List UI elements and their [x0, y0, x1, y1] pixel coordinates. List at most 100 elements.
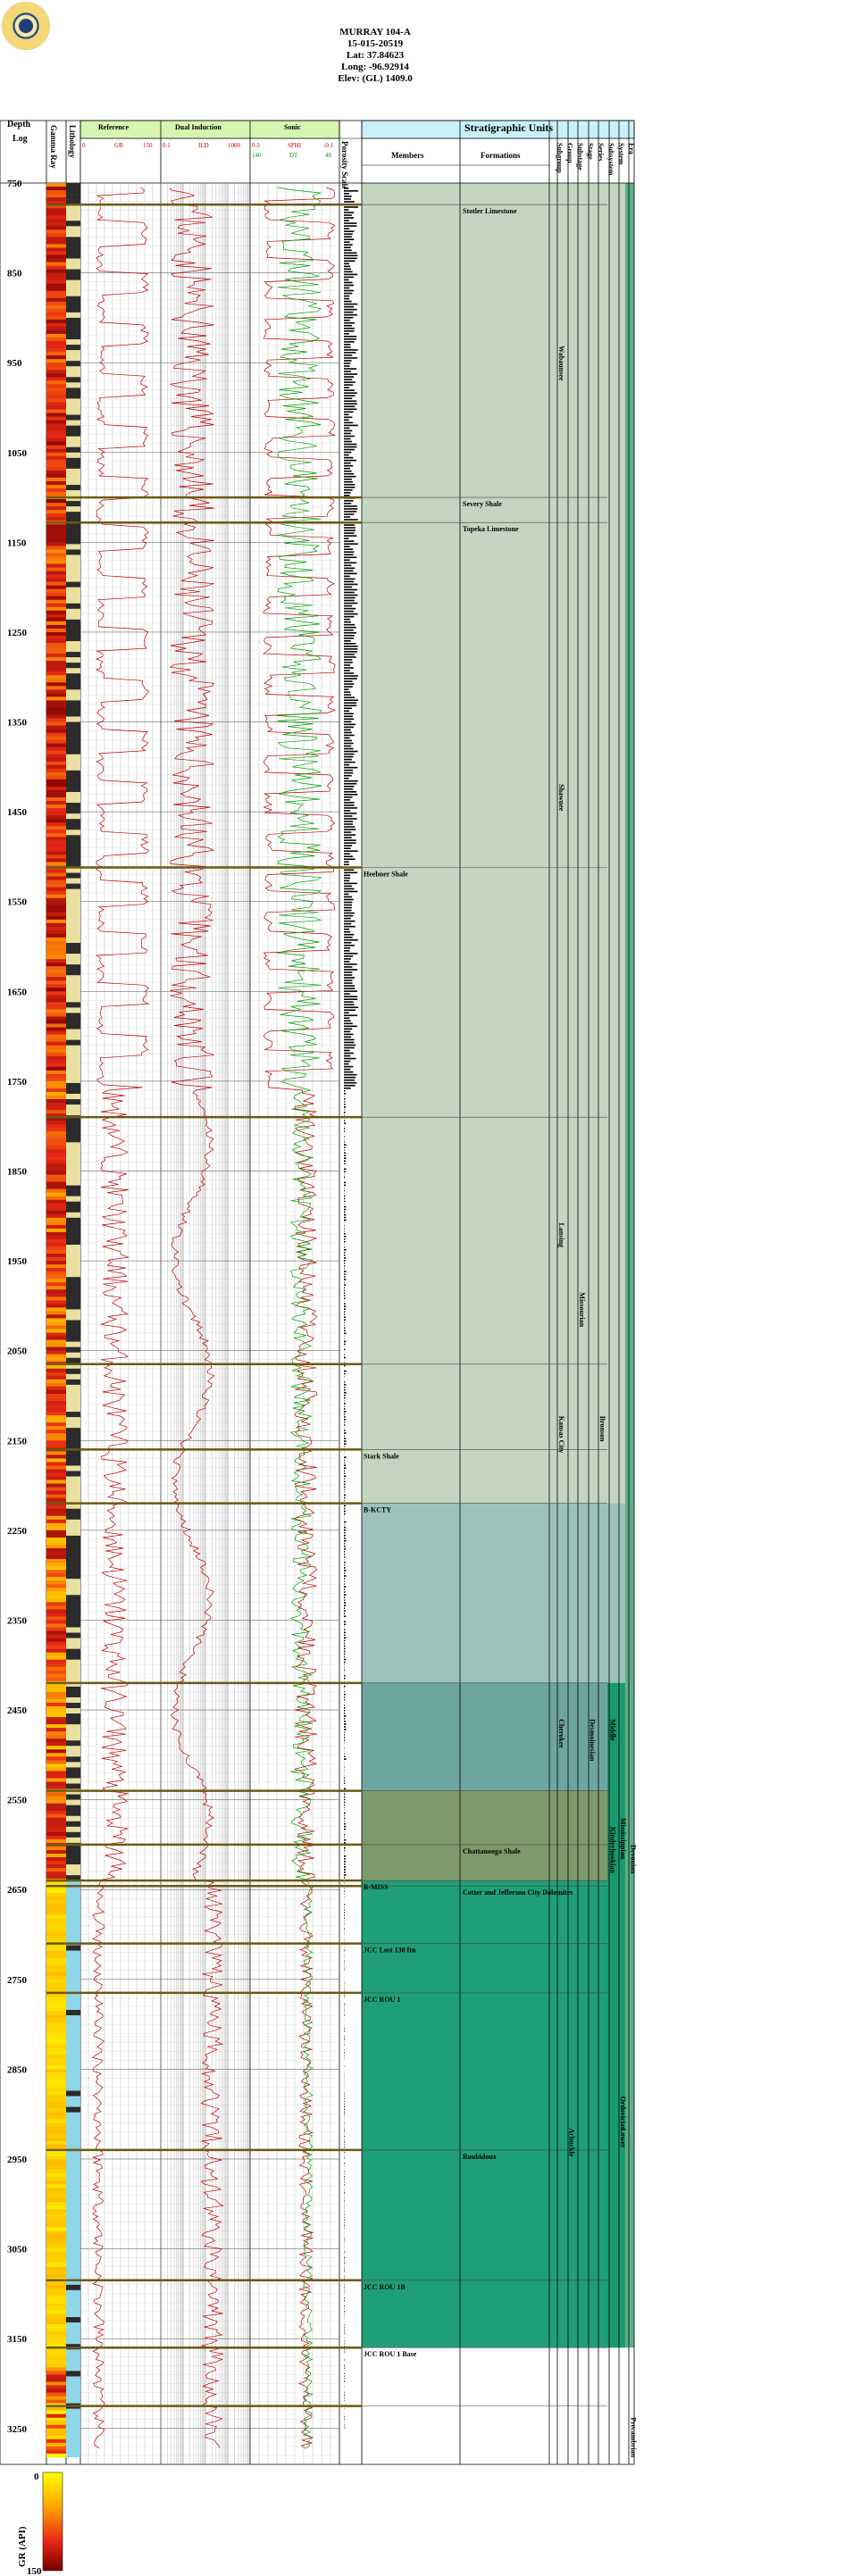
lith-cell	[66, 1061, 80, 1068]
porosity-bar	[344, 1313, 345, 1316]
porosity-bar	[344, 2340, 345, 2342]
gamma-cell	[46, 1311, 66, 1315]
gamma-cell	[46, 2388, 66, 2393]
lith-cell	[66, 333, 80, 340]
porosity-bar	[344, 1904, 345, 1905]
lith-cell	[66, 571, 80, 577]
porosity-bar	[344, 1570, 347, 1571]
porosity-bar	[344, 344, 351, 346]
gamma-cell	[46, 1914, 66, 1919]
porosity-bar	[344, 349, 358, 351]
gamma-cell	[46, 1063, 66, 1068]
lith-cell	[66, 285, 80, 292]
lith-cell	[66, 770, 80, 777]
lith-cell	[66, 1552, 80, 1558]
gamma-cell	[46, 1156, 66, 1161]
porosity-bar	[344, 1084, 355, 1087]
gamma-cell	[46, 2241, 66, 2246]
gamma-cell	[46, 1103, 66, 1107]
porosity-bar	[344, 796, 353, 798]
lith-cell	[66, 1002, 80, 1008]
gamma-cell	[46, 402, 66, 406]
lith-cell	[66, 2198, 80, 2205]
lith-cell	[66, 2225, 80, 2231]
porosity-bar	[344, 1623, 347, 1626]
porosity-bar	[344, 1343, 346, 1346]
porosity-bar	[344, 1004, 355, 1005]
lith-cell	[66, 2069, 80, 2075]
gamma-cell	[46, 237, 66, 241]
gamma-cell	[46, 901, 66, 906]
lith-cell	[66, 1535, 80, 1542]
porosity-bar	[344, 1421, 345, 1423]
gamma-cell	[46, 2238, 66, 2242]
lith-cell	[66, 1513, 80, 1521]
porosity-bar	[344, 1028, 353, 1030]
porosity-bar	[344, 1674, 346, 1677]
gamma-cell	[46, 1469, 66, 1473]
gamma-cell	[46, 775, 66, 780]
porosity-bar	[344, 1400, 345, 1402]
lith-cell	[66, 1460, 80, 1466]
porosity-bar	[344, 675, 358, 677]
gamma-cell	[46, 1487, 66, 1491]
porosity-bar	[344, 1890, 345, 1892]
gamma-cell	[46, 1882, 66, 1887]
gamma-cell	[46, 1213, 66, 1219]
lith-cell	[66, 339, 80, 346]
log-header: Log	[13, 134, 28, 144]
top-label: JCC ROU 1B	[364, 2283, 406, 2291]
gamma-cell	[46, 2004, 66, 2009]
lith-cell	[66, 1568, 80, 1574]
porosity-bar	[344, 1144, 347, 1146]
gamma-cell	[46, 1304, 66, 1308]
gamma-cell	[46, 2105, 66, 2110]
porosity-bar	[344, 324, 352, 327]
porosity-bar	[344, 2348, 345, 2350]
porosity-bar	[344, 1009, 356, 1012]
lith-cell	[66, 705, 80, 712]
gamma-cell	[46, 1950, 66, 1955]
gamma-cell	[46, 1009, 66, 1013]
gamma-cell	[46, 915, 66, 921]
gamma-color-track	[46, 183, 66, 2458]
lith-cell	[66, 1724, 80, 1730]
gamma-cell	[46, 2126, 66, 2131]
gamma-cell	[46, 1379, 66, 1384]
porosity-bar	[344, 1739, 345, 1741]
lith-cell	[66, 317, 80, 324]
gamma-cell	[46, 578, 66, 583]
porosity-bar	[344, 1071, 354, 1073]
porosity-bar	[344, 1841, 346, 1844]
lith-cell	[66, 263, 80, 270]
gamma-cell	[46, 229, 66, 234]
lith-cell	[66, 624, 80, 631]
porosity-bar	[344, 1012, 349, 1014]
porosity-bar	[344, 1033, 354, 1036]
gamma-cell	[46, 1206, 66, 1212]
depth-tick-label: 2550	[7, 1796, 28, 1806]
gamma-cell	[46, 1405, 66, 1409]
lith-cell	[66, 2101, 80, 2107]
gamma-cell	[46, 2288, 66, 2293]
gamma-cell	[46, 2284, 66, 2289]
porosity-bar	[344, 869, 355, 871]
gamma-cell	[46, 2252, 66, 2257]
gamma-cell	[46, 704, 66, 708]
porosity-bar	[344, 623, 355, 626]
gamma-cell	[46, 1824, 66, 1830]
gamma-cell	[46, 1124, 66, 1129]
lith-cell	[66, 1244, 80, 1251]
lith-cell	[66, 1950, 80, 1956]
porosity-bar	[344, 1230, 345, 1232]
lith-cell	[66, 2106, 80, 2113]
gamma-cell	[46, 2012, 66, 2016]
porosity-bar	[344, 1737, 345, 1738]
gamma-cell	[46, 955, 66, 960]
porosity-bar	[344, 1607, 346, 1609]
porosity-bar	[344, 1087, 351, 1089]
gamma-cell	[46, 2112, 66, 2117]
lith-cell	[66, 452, 80, 459]
gamma-cell	[46, 1803, 66, 1808]
lith-cell	[66, 754, 80, 761]
